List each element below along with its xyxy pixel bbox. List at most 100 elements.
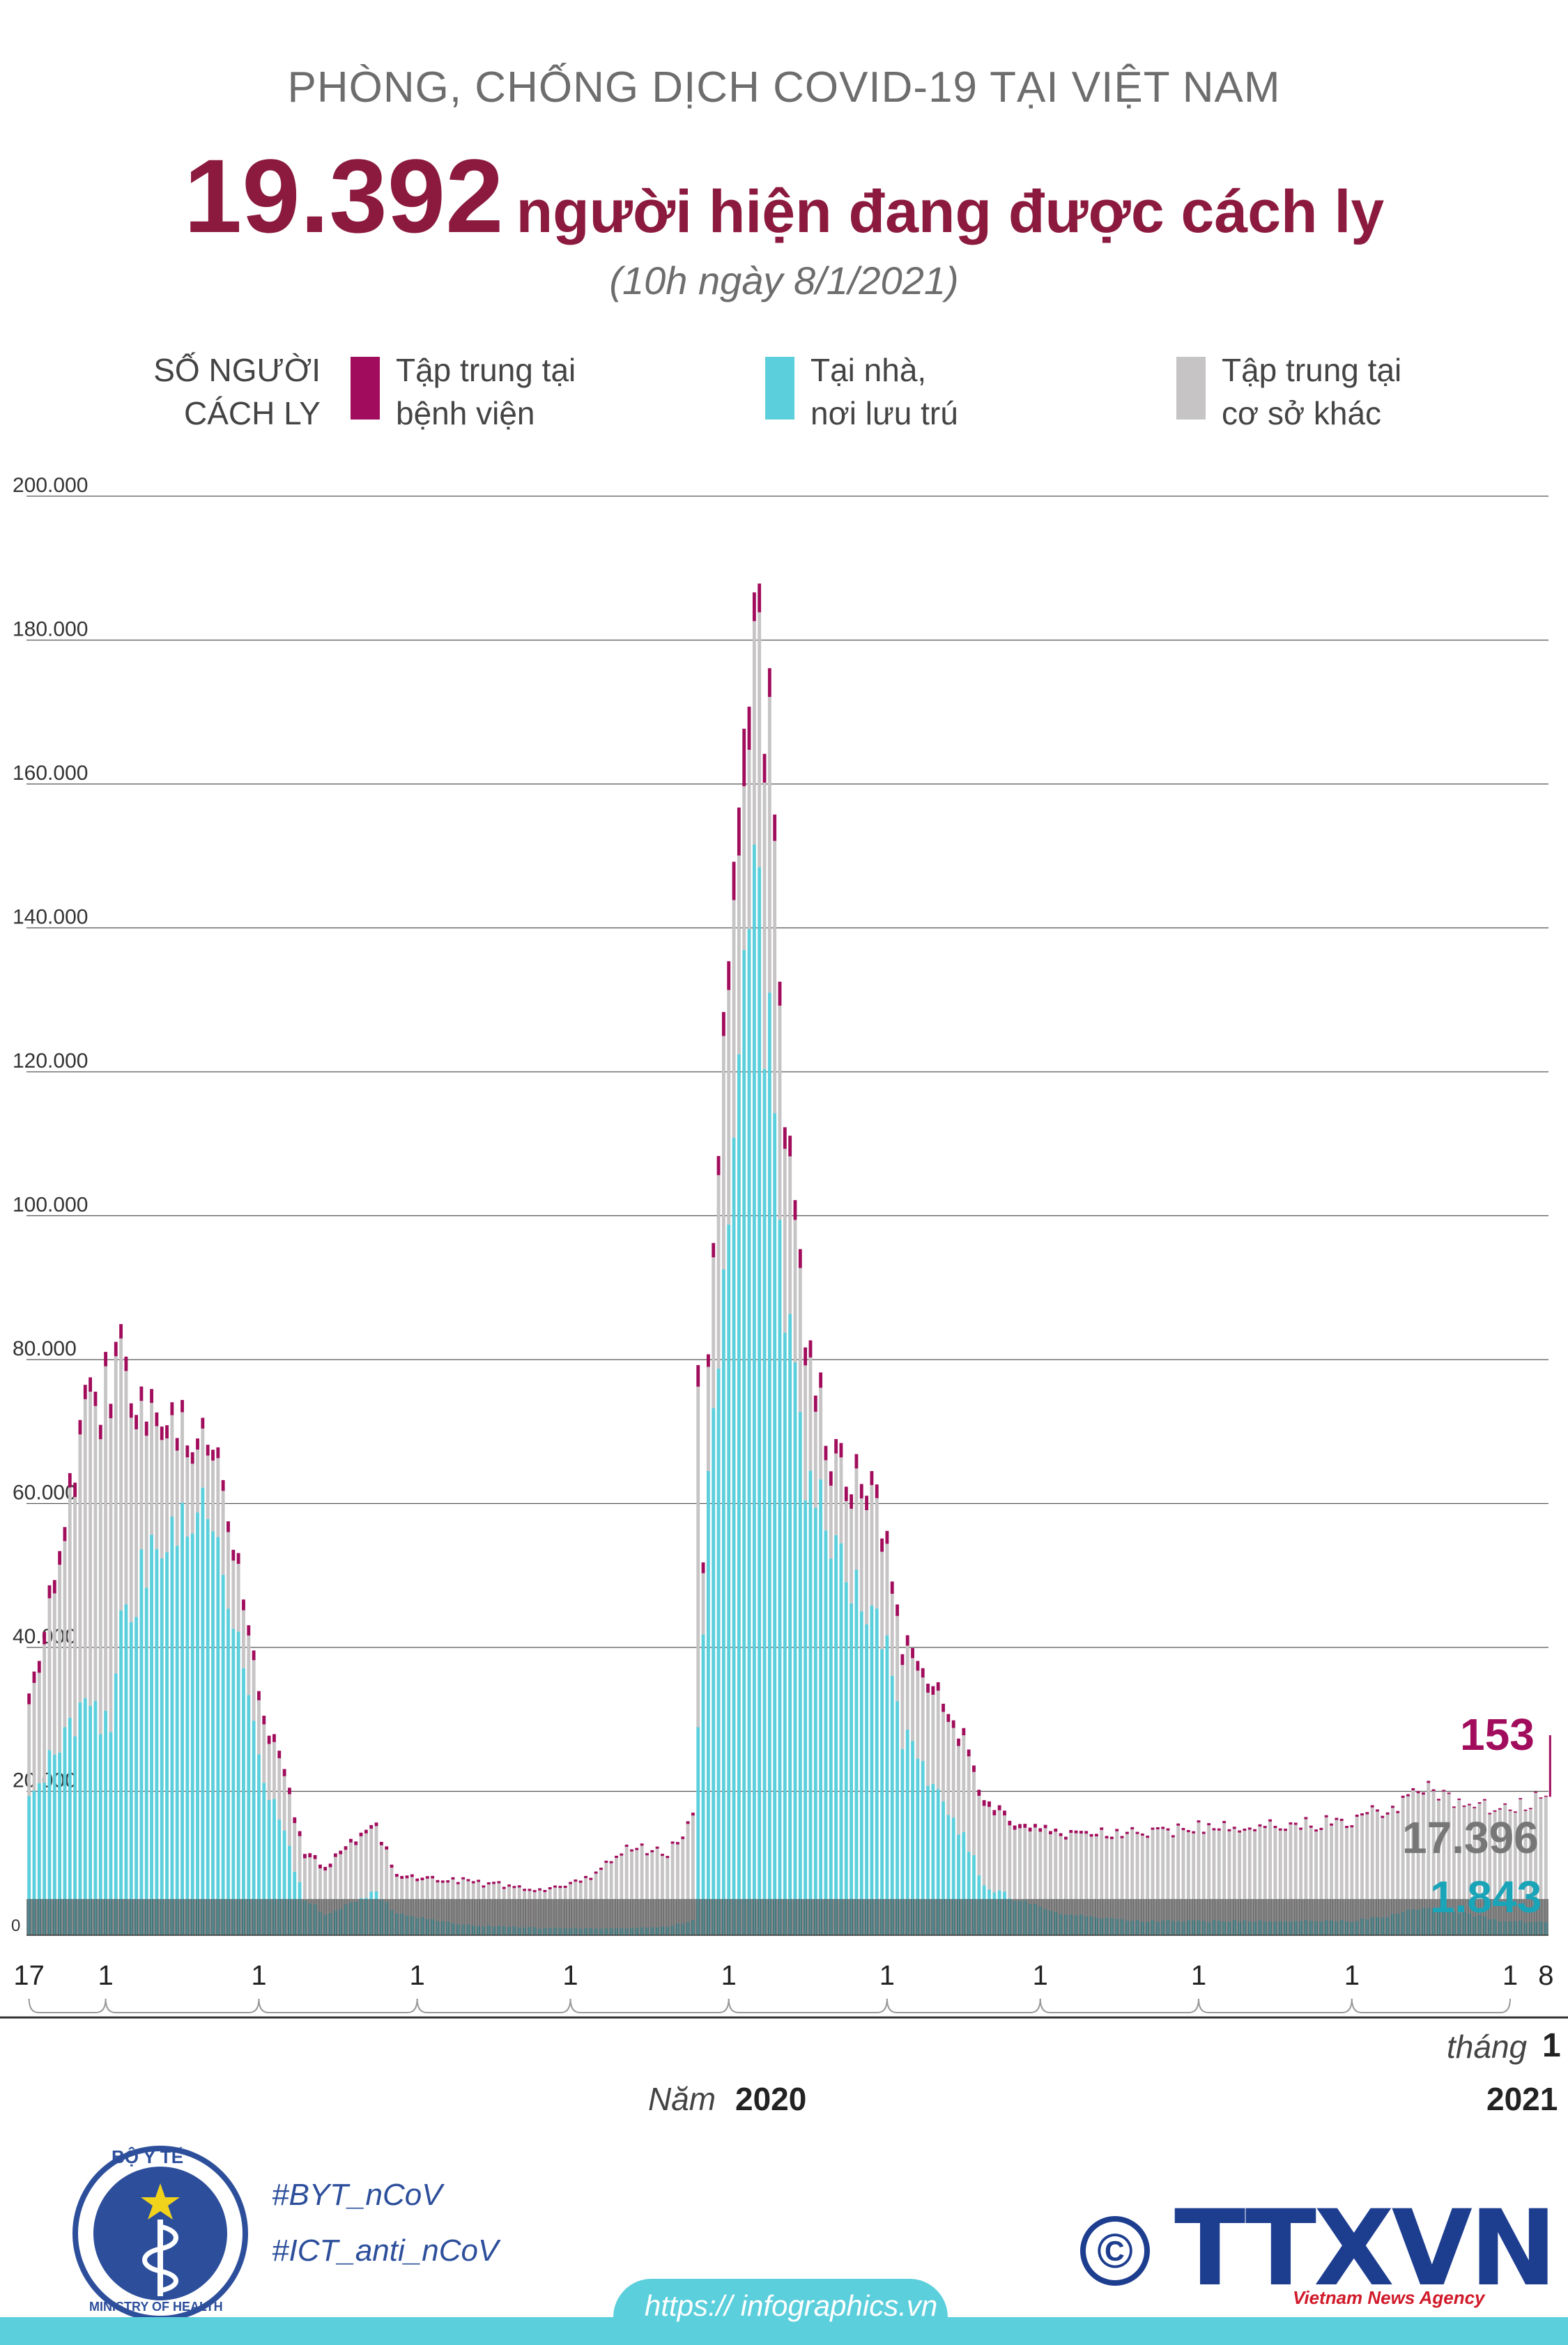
year-2020-label: 2020 [735,2081,807,2117]
bar-facility [1360,1815,1364,1919]
bar-hospital [813,1395,817,1412]
bar-facility [1064,1839,1068,1915]
bar-facility [1381,1817,1385,1918]
bar-facility [1299,1829,1302,1921]
bar-hospital [486,1882,491,1885]
bar-hospital [1212,1828,1216,1831]
dateline: (10h ngày 8/1/2021) [609,259,959,302]
bar-hospital [670,1841,675,1844]
bar-hospital [691,1813,695,1816]
bar-hospital [548,1887,552,1890]
x-day-tick-label: 1 [879,1960,895,1991]
bar-home [712,1408,716,1935]
bar-hospital [758,583,762,613]
bar-hospital [451,1877,455,1880]
bar-facility [43,1644,47,1783]
bar-hospital [1109,1836,1114,1839]
bar-hospital [829,1471,833,1486]
bar-home [150,1535,153,1935]
bar-home [73,1736,77,1935]
bar-hospital [578,1880,583,1883]
y-tick-label: 200.000 [13,474,88,497]
ministry-emblem-icon [72,2146,248,2321]
bar-hospital [543,1890,547,1893]
bar-facility [691,1815,695,1920]
bar-home [696,1727,700,1935]
bar-home [196,1512,199,1935]
bar-hospital [89,1377,93,1392]
bar-hospital [972,1765,976,1772]
bar-hospital [1314,1829,1318,1832]
bar-facility [1289,1824,1293,1922]
bar-hospital [348,1838,353,1843]
bar-facility [808,1357,813,1471]
bar-facility [1125,1833,1129,1921]
bar-facility [936,1690,940,1790]
bar-facility [32,1682,36,1791]
bar-facility [737,855,741,1054]
bar-hospital [119,1324,123,1339]
bar-facility [1401,1797,1405,1912]
bar-hospital [742,728,746,787]
bar-hospital [216,1447,220,1459]
bar-hospital [1033,1824,1037,1828]
bar-facility [1482,1800,1486,1916]
bar-hospital [206,1445,210,1456]
bar-facility [1293,1824,1298,1921]
bar-facility [1503,1804,1507,1921]
x-day-tick-label: 1 [1033,1960,1048,1991]
bar-hospital [620,1853,624,1856]
bar-hospital [1227,1829,1231,1831]
bar-hospital [609,1861,613,1863]
bar-home [242,1668,245,1935]
bar-hospital [431,1875,435,1879]
bar-hospital [185,1445,190,1458]
bar-hospital [1151,1827,1155,1830]
bar-hospital [1431,1789,1436,1792]
bar-facility [124,1371,128,1605]
bar-hospital [558,1886,562,1889]
bar-facility [793,1220,797,1362]
hashtag-ict[interactable]: #ICT_anti_nCoV [272,2233,499,2268]
bar-facility [1043,1828,1047,1909]
bar-facility [242,1610,245,1668]
bar-home [865,1624,869,1935]
bar-hospital [589,1877,593,1880]
bar-hospital [762,753,767,783]
bar-hospital [1069,1830,1073,1833]
bar-facility [655,1848,659,1928]
y-tick-label: 60.000 [13,1482,77,1505]
bar-hospital [196,1438,199,1450]
bar-hospital [247,1625,251,1636]
bar-hospital [716,1155,721,1176]
source-url[interactable]: https:// infographics.vn [645,2289,938,2322]
bar-facility [1339,1820,1344,1920]
bar-facility [865,1510,869,1624]
bar-hospital [808,1340,813,1358]
bar-facility [160,1440,164,1559]
bar-hospital [1038,1828,1043,1832]
hashtag-byt[interactable]: #BYT_nCoV [272,2178,443,2212]
bar-home [742,950,746,1935]
bar-hospital [528,1889,532,1891]
bar-facility [839,1457,843,1544]
bar-hospital [1263,1826,1267,1829]
x-day-tick-label: 1 [410,1960,425,1991]
bar-facility [354,1845,358,1902]
bar-hospital [804,1347,808,1366]
bar-facility [1079,1833,1083,1915]
bar-hospital [921,1668,925,1678]
bar-hospital [165,1425,169,1439]
bar-facility [1519,1799,1523,1921]
bar-facility [1232,1829,1236,1920]
bar-facility [670,1843,675,1925]
bar-hospital [1467,1804,1471,1806]
bar-hospital [732,861,736,900]
bar-facility [1396,1813,1400,1914]
bar-home [139,1549,144,1935]
bar-facility [68,1487,72,1718]
legend-home-line2: nơi lưu trú [810,395,958,431]
bar-facility [982,1806,986,1886]
bar-facility [1166,1830,1170,1920]
bar-facility [134,1429,138,1617]
